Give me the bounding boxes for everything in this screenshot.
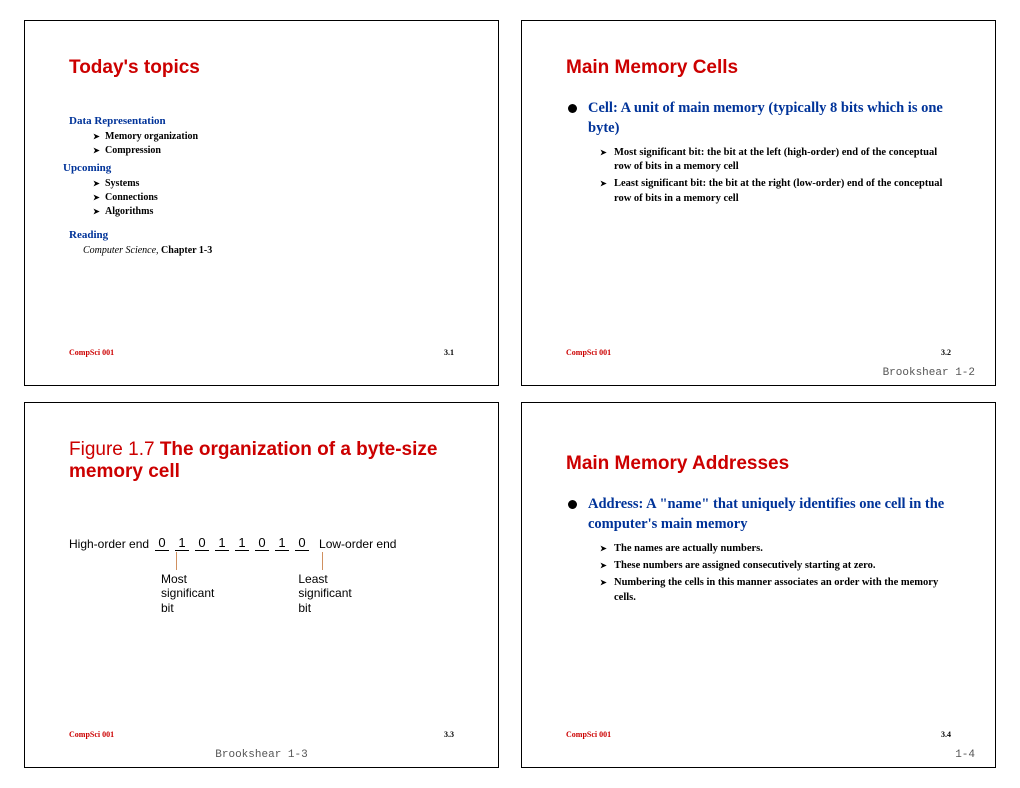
course-label: CompSci 001 <box>566 730 611 739</box>
bit-0: 0 <box>155 535 169 551</box>
slide-number: 3.3 <box>444 730 454 739</box>
slide4-main-bullet: Address: A "name" that uniquely identifi… <box>566 495 951 534</box>
slide-1: Today's topics Data Representation Memor… <box>24 20 499 386</box>
bit-4: 1 <box>235 535 249 551</box>
item-connections: Connections <box>93 192 454 203</box>
slide2-ref: Brookshear 1-2 <box>883 367 975 379</box>
caption-msb: Most significant bit <box>161 572 214 615</box>
item-algorithms: Algorithms <box>93 206 454 217</box>
bit-2: 0 <box>195 535 209 551</box>
tick-lsb <box>322 552 323 570</box>
slide2-title: Main Memory Cells <box>566 57 951 79</box>
section-data-rep: Data Representation <box>69 115 454 127</box>
slide2-footer: CompSci 001 3.2 <box>566 348 951 357</box>
low-order-label: Low-order end <box>319 537 396 551</box>
reading-book: Computer Science, <box>83 245 159 256</box>
slide4-footer: CompSci 001 3.4 <box>566 730 951 739</box>
slide3-ref: Brookshear 1-3 <box>25 749 498 761</box>
byte-row: High-order end 0 1 0 1 1 0 1 0 Low-order… <box>69 535 454 551</box>
section-upcoming: Upcoming <box>63 162 454 174</box>
byte-figure: High-order end 0 1 0 1 1 0 1 0 Low-order… <box>69 535 454 615</box>
bit-5: 0 <box>255 535 269 551</box>
course-label: CompSci 001 <box>566 348 611 357</box>
slide3-footer: CompSci 001 3.3 <box>69 730 454 739</box>
slide-4: Main Memory Addresses Address: A "name" … <box>521 402 996 768</box>
figure-label: Figure 1.7 <box>69 439 160 460</box>
caption-lsb: Least significant bit <box>298 572 351 615</box>
tick-msb <box>176 552 177 570</box>
item-memory-org: Memory organization <box>93 131 454 142</box>
bit-3: 1 <box>215 535 229 551</box>
slide4-detail-1: The names are actually numbers. <box>600 542 951 556</box>
slide4-detail-3: Numbering the cells in this manner assoc… <box>600 576 951 604</box>
slide1-title: Today's topics <box>69 57 454 79</box>
slide-number: 3.2 <box>941 348 951 357</box>
course-label: CompSci 001 <box>69 348 114 357</box>
slide-3: Figure 1.7 The organization of a byte-si… <box>24 402 499 768</box>
section-reading: Reading <box>69 229 454 241</box>
bit-1: 1 <box>175 535 189 551</box>
slide-number: 3.1 <box>444 348 454 357</box>
slide2-detail-2: Least significant bit: the bit at the ri… <box>600 177 951 205</box>
slide4-detail-2: These numbers are assigned consecutively… <box>600 559 951 573</box>
slide4-ref: 1-4 <box>955 749 975 761</box>
slide2-main-bullet: Cell: A unit of main memory (typically 8… <box>566 99 951 138</box>
slide2-detail-1: Most significant bit: the bit at the lef… <box>600 146 951 174</box>
slide4-title: Main Memory Addresses <box>566 453 951 475</box>
high-order-label: High-order end <box>69 537 149 551</box>
reading-chapter: Chapter 1-3 <box>159 245 213 256</box>
slide1-footer: CompSci 001 3.1 <box>69 348 454 357</box>
item-systems: Systems <box>93 178 454 189</box>
slide-number: 3.4 <box>941 730 951 739</box>
reading-line: Computer Science, Chapter 1-3 <box>83 245 454 256</box>
course-label: CompSci 001 <box>69 730 114 739</box>
bit-6: 1 <box>275 535 289 551</box>
slide3-title: Figure 1.7 The organization of a byte-si… <box>69 439 454 483</box>
item-compression: Compression <box>93 145 454 156</box>
slide-2: Main Memory Cells Cell: A unit of main m… <box>521 20 996 386</box>
bit-7: 0 <box>295 535 309 551</box>
